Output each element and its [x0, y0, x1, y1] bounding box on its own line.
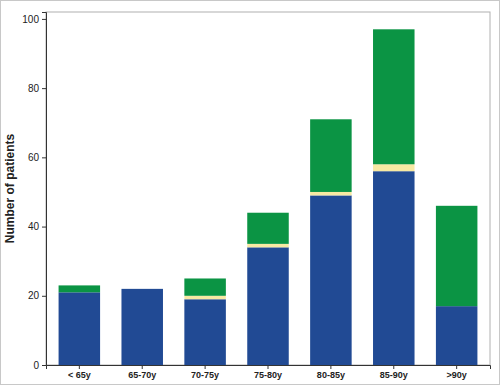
outer-border [1, 1, 500, 385]
x-tick-label: < 65y [68, 370, 91, 380]
x-tick-mark [330, 365, 331, 369]
chart: 0 20 40 60 80 100 < 65y 65-70y 70-75y 75-80y 80-85… [0, 0, 500, 385]
bar-segment [373, 171, 415, 365]
y-tick: 40 [28, 221, 46, 232]
y-tick-mark [42, 19, 46, 20]
y-tick-mark [42, 296, 46, 297]
y-tick-label: 20 [28, 290, 40, 301]
bar-segment [310, 192, 352, 195]
bar-segment [59, 285, 101, 292]
bar-segment [121, 289, 163, 365]
x-tick: >90y [447, 365, 467, 380]
bar-segment [373, 29, 415, 164]
y-tick-mark [42, 88, 46, 89]
y-tick: 100 [22, 14, 46, 25]
bar-segment [121, 288, 163, 289]
x-tick-label: 85-90y [380, 370, 408, 380]
y-axis-line [42, 13, 47, 366]
bar-segment [184, 278, 226, 295]
x-tick: 65-70y [128, 365, 156, 380]
y-tick-label: 100 [22, 14, 39, 25]
series-1 [184, 164, 414, 299]
y-tick-mark [42, 157, 46, 158]
x-tick-label: 80-85y [317, 370, 345, 380]
y-tick-label: 40 [28, 221, 40, 232]
bar-segment [59, 292, 101, 365]
x-tick-mark [456, 365, 457, 369]
y-tick-mark [42, 365, 46, 366]
bar-segment [310, 119, 352, 192]
x-tick-mark [268, 365, 269, 369]
y-tick: 80 [28, 83, 46, 94]
bar-segment [247, 244, 289, 247]
x-tick-mark [205, 365, 206, 369]
bar-segment [373, 164, 415, 171]
y-tick: 60 [28, 152, 46, 163]
bar-segment [247, 247, 289, 365]
x-tick: 75-80y [254, 365, 282, 380]
bar-segment [121, 288, 163, 289]
y-tick-mark [42, 227, 46, 228]
x-tick: 70-75y [191, 365, 219, 380]
x-tick-label: >90y [447, 370, 467, 380]
x-tick: < 65y [68, 365, 91, 380]
x-tick: 80-85y [317, 365, 345, 380]
x-axis-line [47, 366, 491, 370]
y-tick-label: 0 [33, 360, 39, 371]
bar-segment [184, 296, 226, 299]
x-axis: < 65y 65-70y 70-75y 75-80y 80-85y 85-90y >90y [47, 365, 491, 380]
bar-segment [184, 299, 226, 365]
bar-segment [247, 213, 289, 244]
x-tick-mark [393, 365, 394, 369]
bars [59, 29, 478, 365]
plot-frame [46, 12, 490, 365]
y-tick-label: 80 [28, 83, 40, 94]
series-0 [59, 171, 478, 365]
bar-segment [310, 195, 352, 365]
x-tick: 85-90y [380, 365, 408, 380]
y-tick: 0 [33, 360, 46, 371]
bar-segment [436, 306, 478, 365]
x-tick-label: 75-80y [254, 370, 282, 380]
bar-segment [436, 206, 478, 306]
x-tick-label: 70-75y [191, 370, 219, 380]
x-tick-mark [142, 365, 143, 369]
y-tick-label: 60 [28, 152, 40, 163]
y-axis: 0 20 40 60 80 100 [22, 13, 46, 371]
series-2 [59, 29, 478, 306]
y-tick: 20 [28, 290, 46, 301]
x-tick-label: 65-70y [128, 370, 156, 380]
plot: 0 20 40 60 80 100 < 65y 65-70y 70-75y 75-80y 80-85… [22, 12, 490, 380]
x-tick-mark [79, 365, 80, 369]
y-axis-title: Number of patients [3, 134, 17, 244]
